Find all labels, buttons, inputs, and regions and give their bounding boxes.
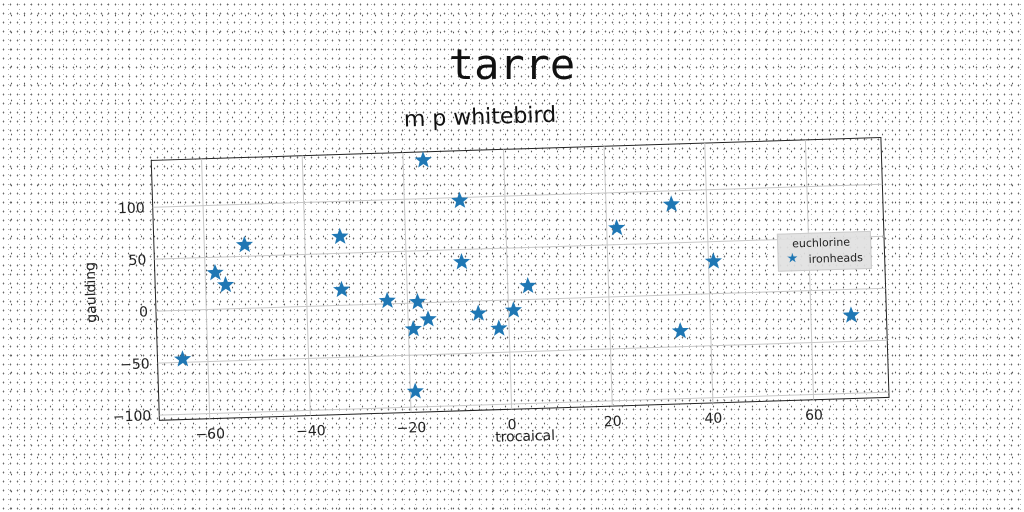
data-point [453, 253, 471, 270]
data-point [608, 219, 626, 236]
data-point [414, 151, 432, 168]
legend: euchlorine ★ ironheads [776, 230, 872, 272]
tick-labels: −60 −40 −20 0 20 40 60 −100 −50 0 50 100 [113, 200, 824, 443]
data-point [842, 306, 860, 323]
x-grid-line [301, 155, 311, 416]
data-point [217, 276, 235, 293]
data-point [469, 304, 487, 321]
data-point [419, 310, 437, 327]
x-grid-line [704, 143, 714, 403]
y-grid-line [157, 339, 888, 364]
y-grid-line [159, 391, 889, 416]
y-grid-line [154, 235, 884, 260]
x-grid-line [201, 158, 211, 419]
data-point [378, 291, 396, 309]
x-tick-label: 20 [604, 414, 622, 431]
x-grid-line [402, 152, 412, 413]
data-point [235, 235, 254, 253]
data-point [451, 191, 469, 209]
star-icon: ★ [786, 251, 799, 267]
chart-title: tarre [448, 40, 576, 89]
legend-title: euchlorine [791, 235, 851, 251]
y-grid-line [155, 287, 886, 312]
data-point [408, 292, 427, 310]
data-points [174, 151, 860, 399]
x-axis-label: trocaical [495, 428, 555, 446]
data-point [519, 276, 537, 294]
data-point [331, 227, 349, 245]
grid-lines [152, 139, 889, 419]
y-tick-label: 100 [118, 200, 145, 217]
data-point [333, 280, 351, 298]
data-point [490, 319, 508, 336]
y-tick-label: −100 [113, 408, 152, 425]
plot-area: m p whitebird −60 −40 −20 0 20 40 60 −100 −50 0 50… [65, 82, 906, 468]
data-point [671, 322, 689, 339]
x-tick-label: −20 [396, 420, 426, 437]
x-tick-label: 60 [805, 407, 823, 424]
data-point [704, 252, 722, 269]
x-tick-label: −40 [296, 423, 326, 440]
x-tick-label: −60 [195, 426, 225, 443]
data-point [406, 382, 424, 399]
data-point [662, 195, 680, 212]
plot-frame [150, 136, 890, 421]
y-tick-label: 50 [128, 252, 146, 269]
y-axis-label: gaulding [82, 262, 100, 323]
data-point [404, 320, 422, 337]
data-point [206, 263, 224, 281]
legend-entry-label: ironheads [808, 251, 864, 266]
data-point [174, 350, 192, 367]
y-grid-line [152, 183, 883, 208]
x-tick-label: 0 [507, 417, 516, 433]
x-grid-line [603, 146, 613, 407]
data-point [504, 301, 523, 318]
y-tick-label: −50 [120, 356, 150, 373]
x-grid-line [502, 149, 513, 410]
y-tick-label: 0 [139, 304, 148, 320]
x-tick-label: 40 [704, 411, 722, 428]
